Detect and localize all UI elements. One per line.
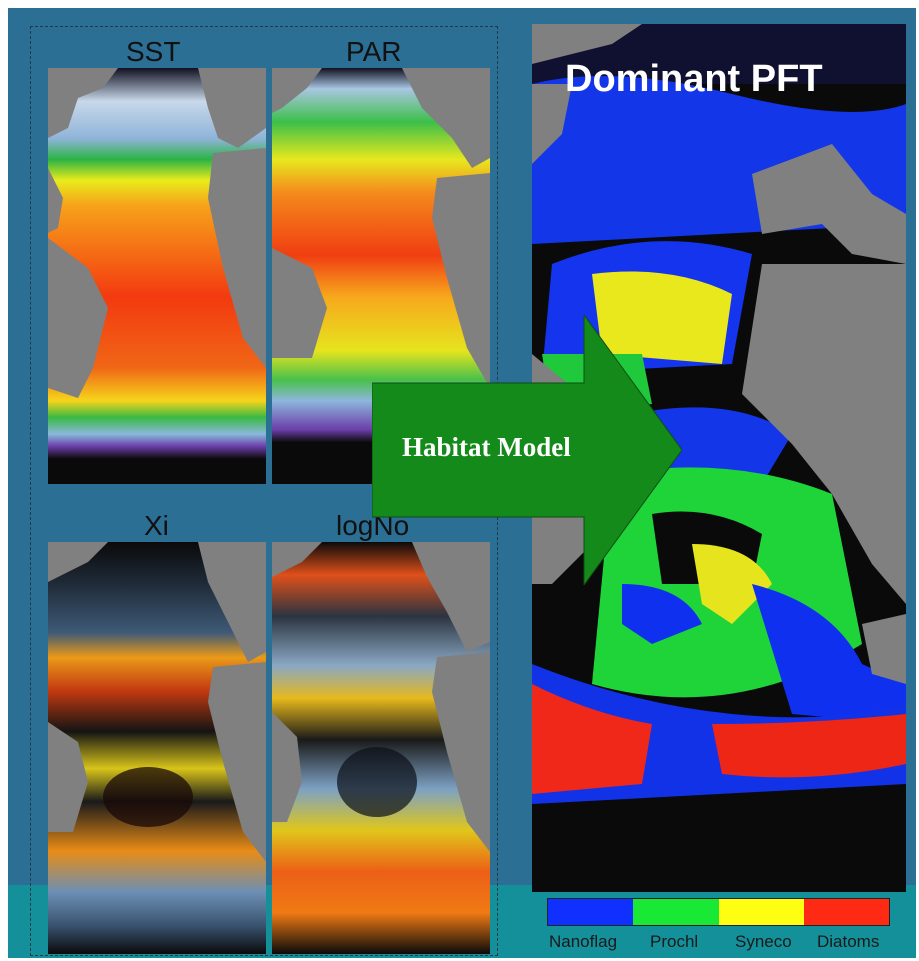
xi-title: Xi [144,510,169,541]
habitat-model-arrow [371,313,683,587]
habitat-model-label: Habitat Model [402,432,571,462]
logno-map-graphic [272,542,490,954]
legend-label-nanoflag: Nanoflag [549,932,618,951]
arrow-shape [371,313,683,587]
sst-map [48,68,266,484]
logno-map [272,542,490,954]
xi-map [48,542,266,954]
par-title: PAR [346,36,402,67]
xi-map-graphic [48,542,266,954]
legend-colorbar [547,898,890,926]
sst-map-graphic [48,68,266,484]
dominant-pft-map-graphic [532,24,906,892]
legend-swatch-prochl [633,899,719,925]
legend-swatch-diatoms [803,899,889,925]
sst-title: SST [126,36,181,67]
legend-swatch-syneco [718,899,804,925]
legend-label-syneco: Syneco [735,932,792,951]
legend-label-diatoms: Diatoms [817,932,880,951]
dominant-pft-title: Dominant PFT [565,58,823,100]
dominant-pft-map [532,24,906,892]
legend-label-prochl: Prochl [650,932,699,951]
legend-swatch-nanoflag [548,899,634,925]
